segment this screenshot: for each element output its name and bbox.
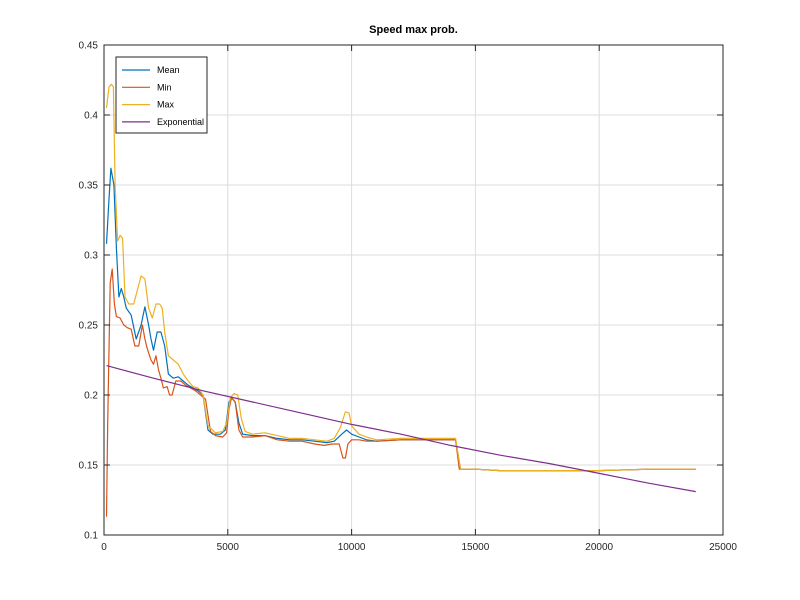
legend-label-min: Min <box>157 82 172 92</box>
legend: Mean Min Max Exponential <box>115 56 208 134</box>
y-tick-label: 0.35 <box>79 181 99 192</box>
x-tick-label: 5000 <box>217 542 240 553</box>
x-tick-label: 15000 <box>461 542 489 553</box>
legend-label-mean: Mean <box>157 65 180 75</box>
x-tick-label: 0 <box>101 542 107 553</box>
x-tick-label: 20000 <box>585 542 613 553</box>
x-tick-label: 25000 <box>709 542 737 553</box>
legend-label-max: Max <box>157 100 175 110</box>
y-tick-label: 0.25 <box>79 321 99 332</box>
y-tick-label: 0.2 <box>84 391 98 402</box>
grid <box>104 45 723 535</box>
series-line-max <box>105 83 696 472</box>
chart-title: Speed max prob. <box>369 24 458 36</box>
axis-ticks: 0 5000 10000 15000 20000 25000 0.1 0.15 0.2 0.25 0… <box>79 41 738 554</box>
y-tick-label: 0.3 <box>84 251 98 262</box>
series-line-min <box>105 268 696 517</box>
y-tick-label: 0.4 <box>84 111 98 122</box>
series-line-exponential <box>106 365 696 493</box>
plot-frame <box>103 44 724 536</box>
legend-label-exponential: Exponential <box>157 117 204 127</box>
y-tick-label: 0.45 <box>79 41 99 52</box>
series-lines <box>105 83 696 517</box>
y-tick-label: 0.1 <box>84 531 98 542</box>
y-tick-label: 0.15 <box>79 461 99 472</box>
x-tick-label: 10000 <box>338 542 366 553</box>
